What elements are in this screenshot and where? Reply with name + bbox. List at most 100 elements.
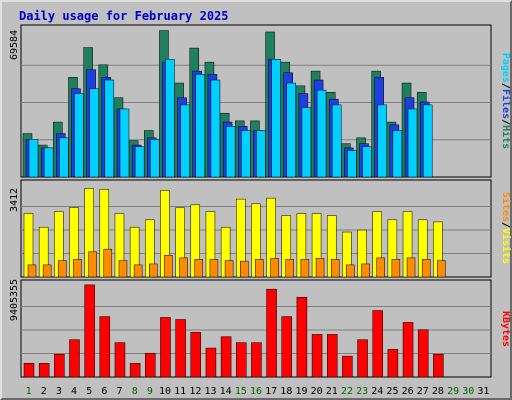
kbytes-kbytes-bar-day-26 <box>402 322 414 378</box>
day-label-2: 2 <box>41 386 47 397</box>
day-label-10: 10 <box>159 386 171 397</box>
day-label-7: 7 <box>117 386 123 397</box>
requests-pages-bar-day-10 <box>165 59 175 178</box>
requests-pages-bar-day-8 <box>134 146 145 178</box>
kbytes-kbytes-bar-day-21 <box>326 334 338 378</box>
day-label-25: 25 <box>386 386 398 397</box>
kbytes-kbytes-bar-day-20 <box>311 334 323 378</box>
kbytes-kbytes-bar-day-3 <box>54 353 65 378</box>
requests-pages-bar-day-23 <box>362 146 372 178</box>
side-legend-item: Hits <box>500 125 512 149</box>
requests-pages-bar-day-15 <box>241 130 251 178</box>
visits-sites-bar-day-18 <box>285 259 294 278</box>
visits-sites-bar-day-12 <box>194 259 204 278</box>
requests-pages-bar-day-11 <box>180 104 190 178</box>
visits-ymax-label: 3412 <box>9 188 20 212</box>
day-label-28: 28 <box>432 386 444 397</box>
requests-pages-bar-day-3 <box>59 137 69 178</box>
day-label-18: 18 <box>280 386 292 397</box>
visits-sites-bar-day-4 <box>73 259 82 278</box>
kbytes-ymax-label: 9405355 <box>9 279 20 321</box>
kbytes-kbytes-bar-day-1 <box>23 362 35 378</box>
side-legend-item: / <box>500 119 511 125</box>
visits-sites-bar-day-6 <box>103 248 113 278</box>
visits-panel: 3412 <box>9 179 492 278</box>
day-label-17: 17 <box>265 386 277 397</box>
visits-sites-bar-day-1 <box>27 264 37 278</box>
kbytes-kbytes-bar-day-17 <box>266 288 277 378</box>
visits-sites-bar-day-25 <box>391 259 401 278</box>
day-label-21: 21 <box>326 386 338 397</box>
requests-pages-bar-day-14 <box>225 126 236 178</box>
side-legend-item: / <box>500 83 511 89</box>
kbytes-kbytes-bar-day-18 <box>281 316 292 378</box>
kbytes-kbytes-bar-day-4 <box>69 339 80 378</box>
kbytes-kbytes-bar-day-25 <box>387 349 399 378</box>
kbytes-kbytes-bar-day-13 <box>205 347 217 378</box>
day-label-19: 19 <box>295 386 307 397</box>
requests-pages-bar-day-19 <box>301 107 312 178</box>
visits-sites-bar-day-11 <box>179 257 188 278</box>
requests-pages-bar-day-17 <box>271 59 281 178</box>
kbytes-kbytes-bar-day-2 <box>38 362 50 378</box>
visits-sites-bar-day-10 <box>164 255 173 278</box>
visits-sites-bar-day-27 <box>421 259 431 278</box>
kbytes-kbytes-bar-day-14 <box>220 336 232 378</box>
visits-sites-bar-day-26 <box>406 257 416 278</box>
visits-sites-bar-day-14 <box>224 260 234 278</box>
requests-pages-bar-day-6 <box>104 79 115 178</box>
visits-sites-bar-day-8 <box>133 264 143 278</box>
day-label-31: 31 <box>477 386 489 397</box>
day-label-16: 16 <box>250 386 262 397</box>
kbytes-kbytes-bar-day-9 <box>145 352 156 378</box>
requests-pages-bar-day-26 <box>407 108 418 178</box>
requests-panel: 69584 <box>9 24 492 178</box>
day-label-6: 6 <box>101 386 107 397</box>
requests-ymax-label: 69584 <box>9 30 20 60</box>
day-label-23: 23 <box>356 386 368 397</box>
visits-sites-bar-day-24 <box>376 257 385 278</box>
day-label-5: 5 <box>86 386 92 397</box>
kbytes-kbytes-bar-day-5 <box>84 284 95 378</box>
side-legend-0: Pages/Files/Hits <box>500 53 512 149</box>
requests-pages-bar-day-5 <box>89 88 99 178</box>
side-legend-item: KBytes <box>500 311 511 347</box>
kbytes-kbytes-bar-day-6 <box>99 316 111 378</box>
visits-sites-bar-day-23 <box>361 263 370 278</box>
kbytes-kbytes-bar-day-24 <box>372 310 383 378</box>
day-label-13: 13 <box>204 386 216 397</box>
side-legend-item: Sites <box>500 192 512 222</box>
visits-sites-bar-day-17 <box>270 258 279 278</box>
kbytes-panel: 9405355 <box>9 279 492 378</box>
day-label-15: 15 <box>235 386 247 397</box>
chart-panels: 69584 3412 9405355 <box>9 24 492 378</box>
day-label-30: 30 <box>462 386 474 397</box>
kbytes-kbytes-bar-day-7 <box>114 342 126 378</box>
visits-sites-bar-day-19 <box>300 259 310 278</box>
visits-sites-bar-day-5 <box>88 251 97 278</box>
visits-sites-bar-day-7 <box>118 260 128 278</box>
day-label-9: 9 <box>147 386 153 397</box>
kbytes-kbytes-bar-day-10 <box>160 317 171 378</box>
visits-sites-bar-day-13 <box>209 259 219 278</box>
requests-pages-bar-day-7 <box>119 108 130 178</box>
chart-title: Daily usage for February 2025 <box>19 9 229 23</box>
requests-pages-bar-day-27 <box>422 104 433 178</box>
side-legend-item: / <box>500 222 511 228</box>
visits-sites-bar-day-9 <box>149 263 158 278</box>
day-label-3: 3 <box>56 386 62 397</box>
visits-sites-bar-day-16 <box>255 259 264 278</box>
requests-pages-bar-day-25 <box>392 130 403 178</box>
requests-pages-bar-day-2 <box>43 147 54 178</box>
requests-pages-bar-day-12 <box>195 74 206 178</box>
visits-sites-bar-day-22 <box>346 264 355 278</box>
requests-pages-bar-day-9 <box>150 139 160 178</box>
requests-pages-bar-day-13 <box>210 79 221 178</box>
requests-pages-bar-day-22 <box>347 150 357 178</box>
day-label-26: 26 <box>402 386 414 397</box>
side-legend-2: KBytes <box>500 311 511 347</box>
day-label-4: 4 <box>71 386 77 397</box>
visits-sites-bar-day-15 <box>240 260 249 278</box>
day-label-12: 12 <box>189 386 201 397</box>
